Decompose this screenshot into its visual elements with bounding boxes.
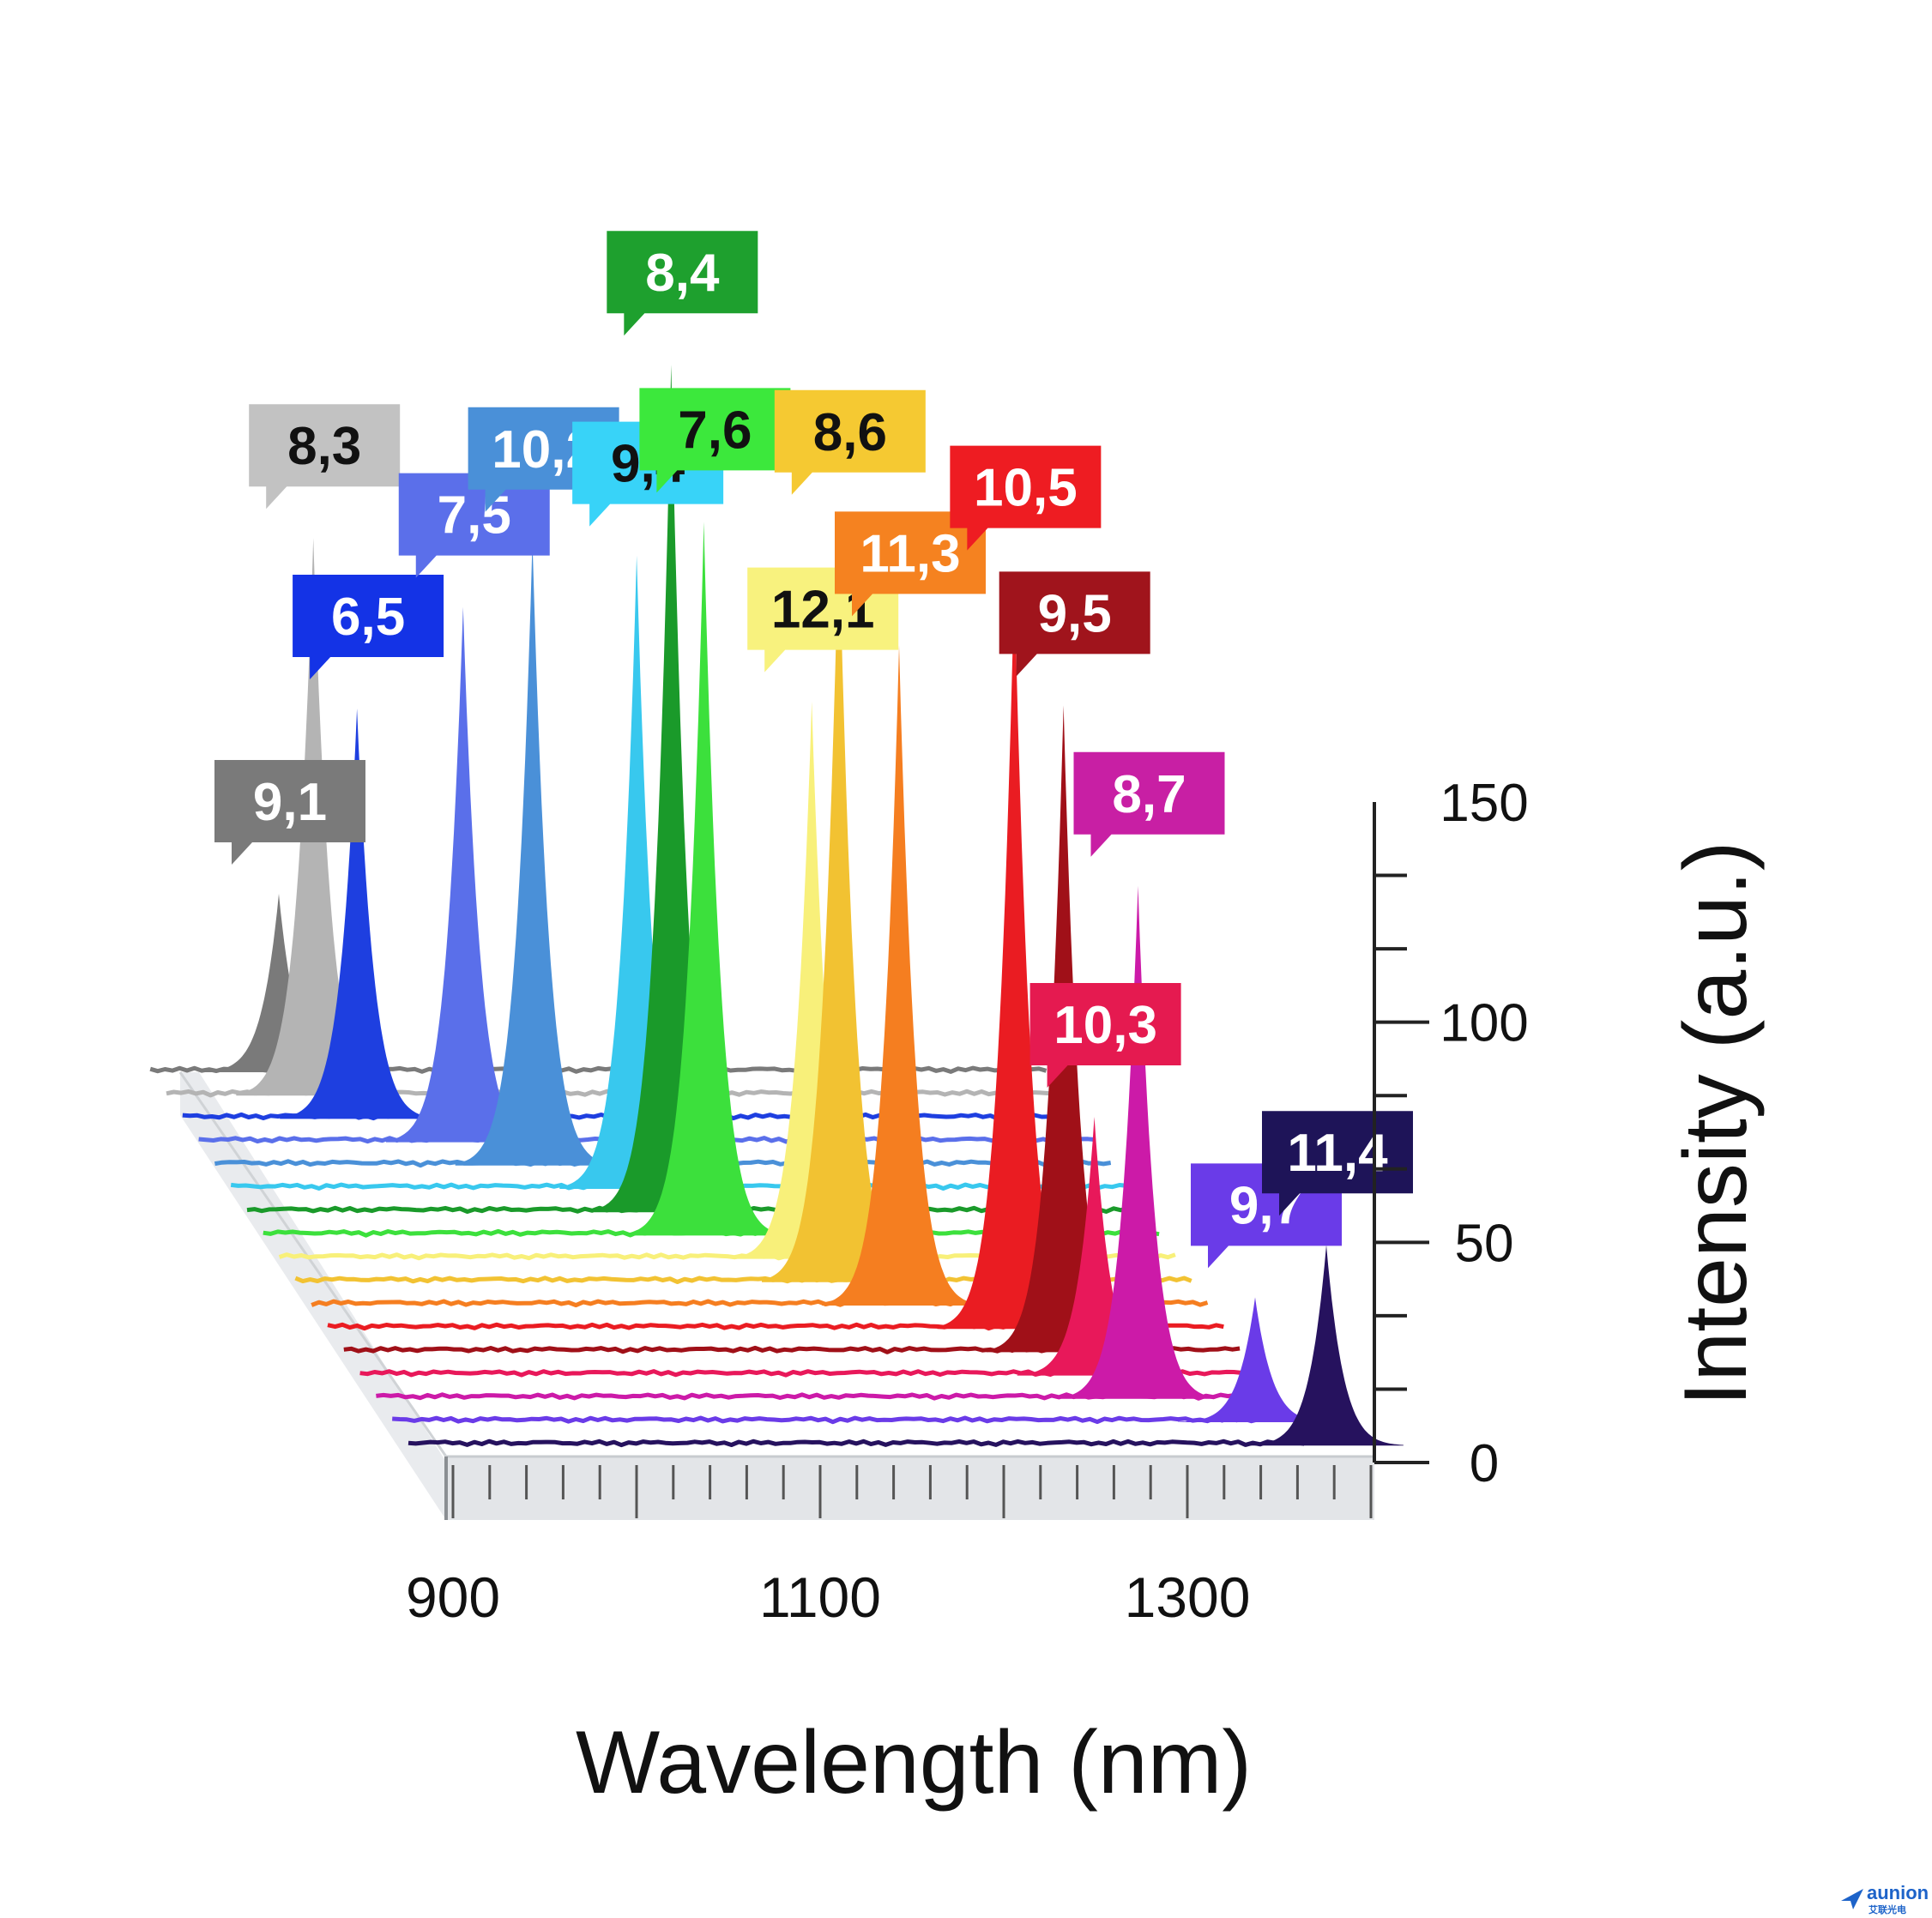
series-label-tag: 7,6: [639, 388, 791, 493]
x-axis-ticks: [451, 1465, 1373, 1518]
series-label-tag: 6,5: [293, 575, 444, 679]
label-tag-box: [774, 389, 926, 495]
series-peak: [1017, 1117, 1172, 1376]
series-peak: [1060, 885, 1216, 1399]
series-peak: [559, 555, 714, 1189]
y-tick-label: 50: [1455, 1214, 1514, 1273]
series-label-tag: 8,6: [774, 389, 926, 495]
label-tag-box: [293, 575, 444, 679]
label-tag-box: [607, 231, 758, 336]
series-label-tag: 8,4: [607, 231, 758, 336]
series-label-tag: 9,5: [999, 571, 1150, 677]
x-tick-label: 1300: [1125, 1565, 1251, 1629]
label-tag-text: 11,3: [860, 524, 960, 583]
series-peak: [626, 522, 782, 1236]
paper-plane-icon: [1841, 1889, 1863, 1909]
label-tag-text: 9,5: [1038, 584, 1112, 643]
y-tick-label: 0: [1470, 1434, 1499, 1493]
watermark: aunion 艾联光电: [1841, 1882, 1929, 1915]
series-peak: [594, 365, 749, 1213]
series-peak: [762, 523, 916, 1282]
series-peaks: [202, 365, 1404, 1446]
series-peak: [1178, 1297, 1332, 1422]
label-tag-text: 11,4: [1287, 1124, 1388, 1183]
label-tag-text: 6,5: [331, 588, 405, 647]
label-tag-text: 8,6: [813, 403, 887, 462]
series-baseline: [408, 1438, 1305, 1448]
y-tick-label: 100: [1440, 994, 1528, 1053]
label-tag-box: [835, 511, 986, 617]
series-label-tag: 8,3: [249, 404, 401, 510]
label-tag-box: [1073, 751, 1225, 857]
series-label-tag: 7,5: [398, 473, 550, 578]
series-peak: [385, 606, 540, 1143]
series-peak: [1249, 1245, 1404, 1446]
floor-front-face: [446, 1457, 1374, 1520]
series-peak: [937, 579, 1092, 1330]
label-tag-box: [249, 404, 401, 510]
series-peak: [202, 894, 356, 1072]
label-tag-text: 10,5: [974, 459, 1078, 518]
label-tag-box: [639, 388, 791, 493]
watermark-sub: 艾联光电: [1869, 1903, 1906, 1915]
y-tick-label: 150: [1440, 774, 1528, 833]
label-tag-box: [214, 760, 365, 865]
series-peak: [455, 540, 610, 1166]
series-label-tags: 9,18,36,57,510,29,48,47,612,18,611,310,5…: [214, 231, 1413, 1269]
label-tag-box: [398, 473, 550, 578]
x-tick-label: 900: [406, 1565, 500, 1629]
label-tag-text: 10,3: [1054, 996, 1157, 1055]
series-label-tag: 11,3: [835, 511, 986, 617]
label-tag-box: [950, 445, 1102, 551]
series-label-tag: 8,7: [1073, 751, 1225, 857]
y-axis-title: Intensity (a.u.): [1666, 841, 1766, 1407]
label-tag-text: 7,6: [678, 401, 752, 460]
series-peak: [734, 701, 890, 1259]
label-tag-text: 8,3: [287, 417, 361, 476]
watermark-brand: aunion: [1867, 1882, 1929, 1903]
label-tag-box: [999, 571, 1150, 677]
x-axis-tick-labels: 900 1100 1300: [406, 1565, 1250, 1629]
series-peak: [280, 709, 434, 1119]
series-peak: [822, 645, 976, 1306]
label-tag-box: [1029, 983, 1181, 1088]
series-label-tag: 10,3: [1029, 983, 1181, 1088]
floor-side-edge: [178, 1071, 448, 1457]
x-tick-label: 1100: [759, 1565, 881, 1629]
series-label-tag: 9,1: [214, 760, 365, 865]
label-tag-text: 9,1: [253, 773, 327, 832]
label-tag-text: 8,7: [1112, 765, 1186, 824]
label-tag-text: 8,4: [645, 244, 720, 303]
series-baseline: [392, 1415, 1289, 1425]
y-axis: 0 50 100 150: [1373, 774, 1529, 1493]
x-axis-title: Wavelength (nm): [576, 1713, 1252, 1812]
series-label-tag: 10,5: [950, 445, 1102, 551]
